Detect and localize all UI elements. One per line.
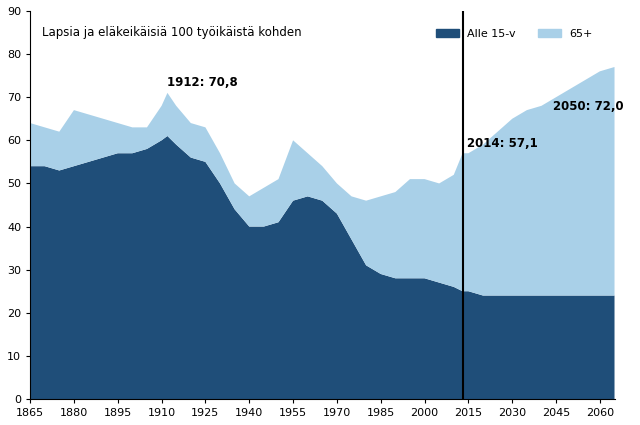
Legend: Alle 15-v, 65+: Alle 15-v, 65+ [432,24,597,43]
Text: Lapsia ja eläkeikäisiä 100 työikäistä kohden: Lapsia ja eläkeikäisiä 100 työikäistä ko… [42,26,301,40]
Text: 1912: 70,8: 1912: 70,8 [168,76,238,89]
Text: 2014: 57,1: 2014: 57,1 [467,137,538,150]
Text: 2050: 72,0: 2050: 72,0 [553,100,624,113]
